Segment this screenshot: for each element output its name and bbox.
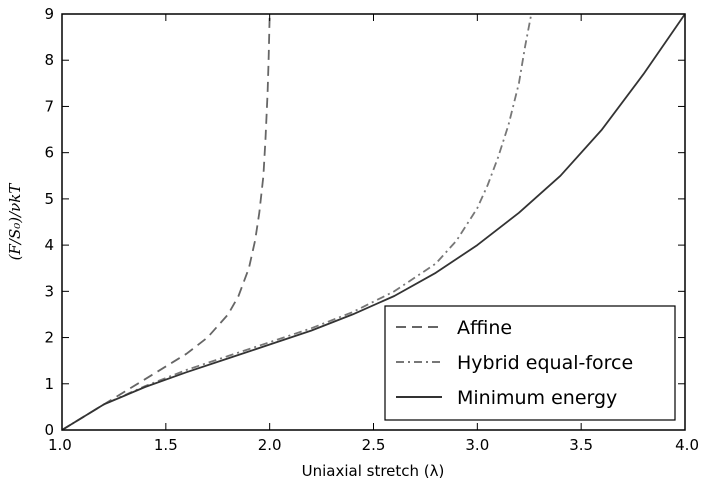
- legend: Affine Hybrid equal-force Minimum energy: [384, 305, 676, 421]
- x-axis-label: Uniaxial stretch (λ): [302, 462, 445, 480]
- x-tick-label: 4.0: [675, 436, 699, 454]
- x-tick-label: 3.0: [465, 436, 489, 454]
- series-line-0: [61, 13, 271, 431]
- x-tick-label: 1.5: [154, 436, 178, 454]
- ticks-layer: 1.0 1.5 2.0 2.5 3.0 3.5 4.0 0 1 2 3 4 5 6 7 8 9: [44, 5, 699, 454]
- x-tick-label: 2.0: [258, 436, 282, 454]
- y-tick-label: 5: [44, 190, 54, 208]
- y-tick-label: 6: [44, 144, 54, 162]
- y-tick-label: 3: [44, 282, 54, 300]
- y-tick-label: 1: [44, 375, 54, 393]
- series-line-1: [61, 13, 533, 431]
- y-tick-label: 7: [44, 97, 54, 115]
- x-tick-label: 2.5: [362, 436, 386, 454]
- y-tick-label: 2: [44, 329, 54, 347]
- legend-label-minimum-energy: Minimum energy: [457, 387, 617, 409]
- y-tick-label: 4: [44, 236, 54, 254]
- y-tick-label: 8: [44, 51, 54, 69]
- x-tick-label: 3.5: [569, 436, 593, 454]
- series-layer: [61, 13, 686, 431]
- y-tick-label: 0: [44, 421, 54, 439]
- legend-label-affine: Affine: [457, 317, 512, 339]
- series-line-2: [61, 13, 686, 431]
- y-tick-label: 9: [44, 5, 54, 23]
- x-tick-label: 1.0: [48, 436, 72, 454]
- legend-label-hybrid: Hybrid equal-force: [457, 352, 633, 374]
- y-axis-label: (F/S₀)/νkT: [6, 183, 24, 261]
